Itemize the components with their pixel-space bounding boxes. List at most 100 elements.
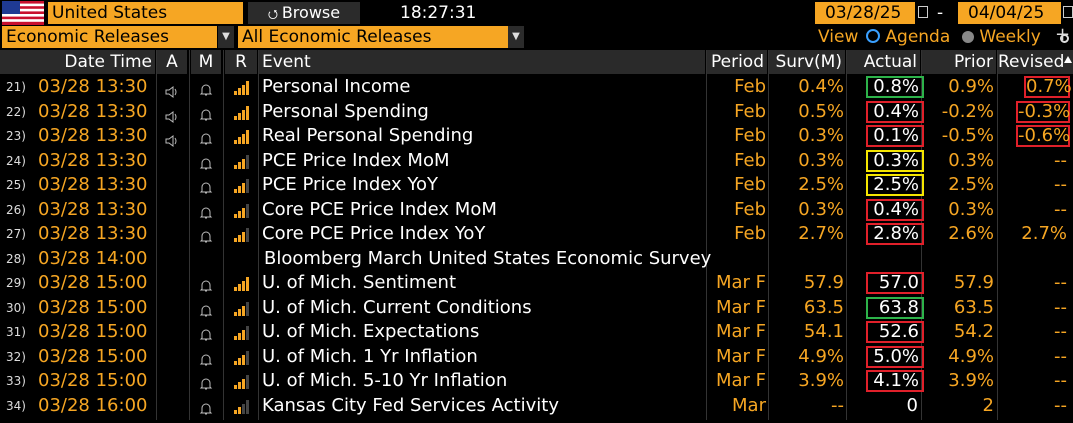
row-number: 31) (6, 325, 26, 339)
date-to-field[interactable]: 04/04/25 (958, 2, 1061, 24)
col-alert[interactable]: A (157, 50, 187, 74)
bell-icon[interactable] (199, 178, 213, 194)
speaker-icon[interactable] (165, 106, 179, 123)
chevron-down-icon[interactable]: ▼ (508, 26, 524, 48)
col-event[interactable]: Event (259, 50, 705, 74)
event-name[interactable]: U. of Mich. 5-10 Yr Inflation (262, 370, 508, 391)
bell-icon[interactable] (199, 276, 213, 292)
event-period: Mar F (715, 272, 766, 293)
bell-icon[interactable] (199, 399, 213, 414)
event-prior: 4.9% (948, 345, 994, 367)
relevance-bars-icon (234, 275, 250, 291)
event-name[interactable]: U. of Mich. 1 Yr Inflation (262, 345, 478, 367)
table-row[interactable]: 31) 03/28 15:00 U. of Mich. Expectations Ma… (0, 320, 1073, 344)
chevron-down-icon[interactable]: ▼ (218, 26, 234, 48)
table-row[interactable]: 25) 03/28 13:30 PCE Price Index YoY Feb 2.5%… (0, 173, 1073, 197)
row-date-time: 03/28 15:00 (38, 370, 148, 391)
speaker-icon[interactable] (165, 130, 179, 147)
us-flag-icon[interactable] (2, 1, 44, 25)
event-actual: 0.8% (866, 76, 924, 98)
table-row[interactable]: 23) 03/28 13:30 Real Personal Spending Feb 0… (0, 124, 1073, 148)
country-field[interactable]: United States (48, 2, 243, 24)
agenda-radio[interactable]: Agenda (866, 26, 950, 48)
browse-button[interactable]: ⭯ Browse (248, 2, 360, 24)
event-period: Mar F (715, 345, 766, 367)
event-prior: -0.2% (941, 100, 994, 122)
col-relevance[interactable]: R (225, 50, 257, 74)
filter-select[interactable]: All Economic Releases (238, 26, 508, 48)
row-date-time: 03/28 14:00 (38, 247, 148, 269)
event-period: Feb (734, 100, 766, 122)
event-name[interactable]: U. of Mich. Sentiment (262, 272, 457, 293)
table-row[interactable]: 29) 03/28 15:00 U. of Mich. Sentiment Mar F… (0, 271, 1073, 295)
event-name[interactable]: Core PCE Price Index YoY (262, 223, 486, 244)
event-name[interactable]: Personal Spending (262, 100, 429, 122)
bell-icon[interactable] (199, 227, 213, 243)
date-from-field[interactable]: 03/28/25 (815, 2, 915, 24)
table-row[interactable]: 27) 03/28 13:30 Core PCE Price Index YoY Fe… (0, 222, 1073, 246)
row-number: 30) (6, 300, 26, 315)
table-row[interactable]: 21) 03/28 13:30 Personal Income Feb 0.4% 0.8%… (0, 75, 1073, 99)
event-period: Feb (734, 125, 766, 146)
bell-icon[interactable] (199, 105, 213, 120)
table-row[interactable]: 22) 03/28 13:30 Personal Spending Feb 0.5% 0.… (0, 100, 1073, 124)
event-actual: 5.0% (866, 345, 924, 368)
event-prior: 2 (982, 394, 994, 416)
bell-icon[interactable] (199, 80, 213, 96)
event-name[interactable]: Kansas City Fed Services Activity (262, 394, 559, 416)
bell-icon[interactable] (199, 301, 213, 316)
event-prior: 3.9% (948, 370, 994, 391)
sort-arrow-icon[interactable] (1064, 56, 1072, 63)
event-name[interactable]: PCE Price Index YoY (262, 174, 439, 195)
row-date-time: 03/28 15:00 (38, 345, 148, 367)
event-revised: -- (1054, 198, 1067, 220)
calendar-icon[interactable] (1063, 6, 1073, 18)
relevance-bars-icon (234, 398, 250, 414)
event-name[interactable]: U. of Mich. Current Conditions (262, 296, 532, 318)
event-survey: 2.7% (798, 223, 844, 244)
col-revised[interactable]: Revised (998, 50, 1073, 74)
event-survey: 0.3% (798, 125, 844, 146)
event-prior: 0.3% (948, 198, 994, 220)
bell-icon[interactable] (199, 350, 213, 365)
col-date-time[interactable]: Date Time (0, 50, 155, 74)
row-number: 23) (6, 129, 26, 143)
event-name[interactable]: Core PCE Price Index MoM (262, 198, 497, 220)
table-row[interactable]: 30) 03/28 15:00 U. of Mich. Current Condit… (0, 296, 1073, 320)
row-date-time: 03/28 15:00 (38, 321, 148, 342)
table-row[interactable]: 34) 03/28 16:00 Kansas City Fed Services A… (0, 394, 1073, 418)
row-number: 24) (6, 153, 26, 168)
bell-icon[interactable] (199, 154, 213, 169)
category-select[interactable]: Economic Releases (2, 26, 217, 48)
event-name[interactable]: U. of Mich. Expectations (262, 321, 480, 342)
weekly-radio[interactable]: Weekly (962, 26, 1041, 48)
table-row[interactable]: 24) 03/28 13:30 PCE Price Index MoM Feb 0.3%… (0, 149, 1073, 173)
calendar-icon[interactable] (918, 6, 928, 18)
table-row[interactable]: 28) 03/28 14:00 Bloomberg March United Sta… (0, 247, 1073, 271)
event-survey: 0.5% (798, 100, 844, 122)
table-row[interactable]: 26) 03/28 13:30 Core PCE Price Index MoM Fe… (0, 198, 1073, 222)
event-name[interactable]: Personal Income (262, 76, 411, 97)
search-icon[interactable] (1060, 34, 1069, 43)
col-monitor[interactable]: M (191, 50, 221, 74)
event-prior: 63.5 (953, 296, 994, 318)
col-survey[interactable]: Surv(M) (769, 50, 845, 74)
table-row[interactable]: 33) 03/28 15:00 U. of Mich. 5-10 Yr Inflat… (0, 369, 1073, 393)
relevance-bars-icon (234, 202, 250, 218)
bell-icon[interactable] (199, 374, 213, 390)
row-date-time: 03/28 13:30 (38, 198, 148, 220)
speaker-icon[interactable] (165, 81, 179, 98)
bell-icon[interactable] (199, 203, 213, 218)
event-period: Mar F (715, 321, 766, 342)
col-actual[interactable]: Actual (847, 50, 920, 74)
col-prior[interactable]: Prior (922, 50, 996, 74)
event-name[interactable]: Bloomberg March United States Economic S… (264, 247, 712, 269)
event-name[interactable]: Real Personal Spending (262, 125, 474, 146)
event-name[interactable]: PCE Price Index MoM (262, 149, 450, 171)
event-prior: 57.9 (953, 272, 994, 293)
event-period: Feb (734, 76, 766, 97)
bell-icon[interactable] (199, 325, 213, 341)
bell-icon[interactable] (199, 129, 213, 145)
table-row[interactable]: 32) 03/28 15:00 U. of Mich. 1 Yr Inflation… (0, 345, 1073, 369)
col-period[interactable]: Period (707, 50, 767, 74)
